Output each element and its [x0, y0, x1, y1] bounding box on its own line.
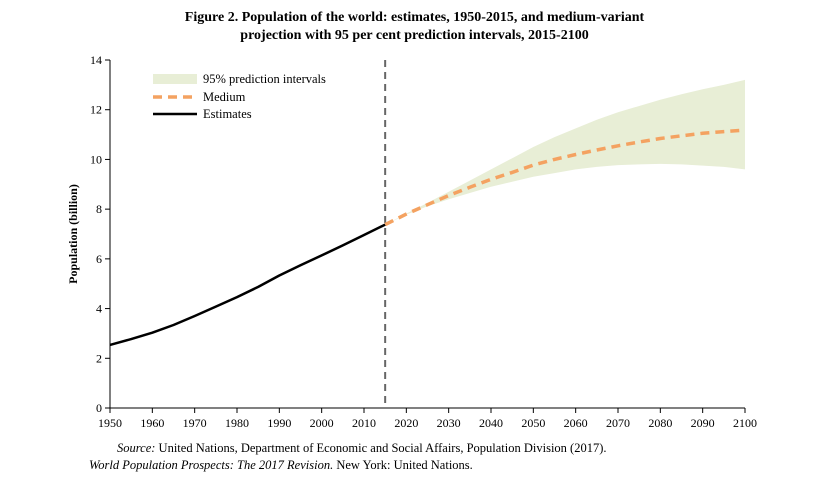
source-label: Source:: [117, 441, 156, 455]
y-tick-label: 8: [96, 202, 102, 216]
x-tick-label: 1950: [98, 416, 122, 430]
x-tick-label: 2000: [310, 416, 334, 430]
x-tick-label: 1990: [267, 416, 291, 430]
x-tick-label: 2020: [394, 416, 418, 430]
y-tick-label: 2: [96, 351, 102, 365]
estimates-line: [109, 223, 386, 347]
source-text2: New York: United Nations.: [333, 458, 473, 472]
y-axis-label: Population (billion): [66, 184, 80, 284]
x-tick-label: 1970: [183, 416, 207, 430]
x-tick-label: 1980: [225, 416, 249, 430]
x-tick-label: 2080: [648, 416, 672, 430]
x-tick-label: 2060: [564, 416, 588, 430]
legend-swatch-band: [153, 74, 197, 84]
x-tick-label: 1960: [140, 416, 164, 430]
x-tick-label: 2090: [691, 416, 715, 430]
y-tick-label: 0: [96, 401, 102, 415]
chart-title-line1: Figure 2. Population of the world: estim…: [184, 10, 645, 25]
prediction-interval-band: [385, 79, 745, 225]
y-tick-label: 10: [90, 152, 102, 166]
legend-label-band: 95% prediction intervals: [203, 72, 326, 86]
y-tick-label: 12: [90, 103, 102, 117]
x-tick-label: 2030: [437, 416, 461, 430]
source-publication: World Population Prospects: The 2017 Rev…: [89, 458, 334, 472]
y-tick-label: 14: [90, 53, 102, 67]
medium-variant-line: [384, 128, 746, 227]
y-tick-label: 6: [96, 252, 102, 266]
x-tick-label: 2040: [479, 416, 503, 430]
source-line2: World Population Prospects: The 2017 Rev…: [89, 457, 473, 473]
x-tick-label: 2070: [606, 416, 630, 430]
legend-label-estimates: Estimates: [203, 107, 252, 121]
chart-title-line2: projection with 95 per cent prediction i…: [240, 28, 589, 43]
x-tick-label: 2010: [352, 416, 376, 430]
source-text1: United Nations, Department of Economic a…: [155, 441, 607, 455]
legend-label-medium: Medium: [203, 90, 246, 104]
x-tick-label: 2050: [521, 416, 545, 430]
source-line1: Source: United Nations, Department of Ec…: [117, 440, 607, 456]
x-tick-label: 2100: [733, 416, 757, 430]
y-tick-label: 4: [96, 302, 102, 316]
